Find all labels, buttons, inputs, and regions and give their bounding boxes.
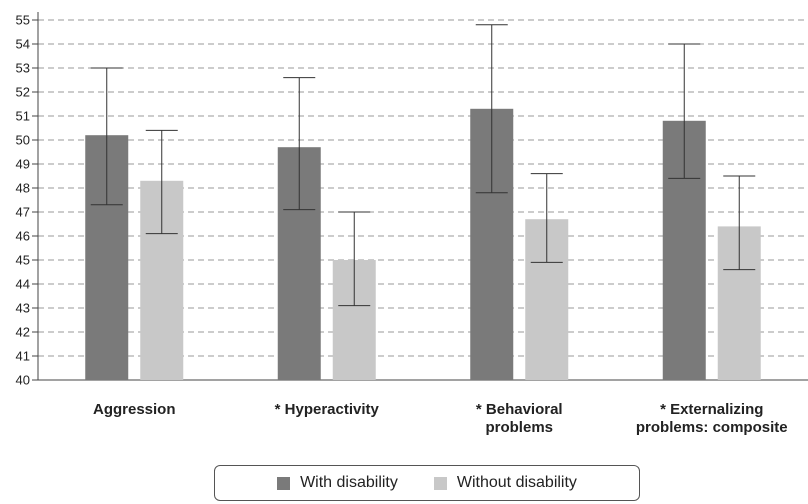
y-tick-label: 43: [16, 301, 30, 316]
legend-label-with-disability: With disability: [300, 474, 398, 491]
y-tick-label: 52: [16, 85, 30, 100]
y-tick-label: 47: [16, 205, 30, 220]
y-tick-label: 48: [16, 181, 30, 196]
y-axis: 40 41 42 43 44 45 46 47 48 49 50 51 52 53 54 55: [16, 12, 808, 388]
y-tick-label: 40: [16, 373, 30, 388]
y-tick-label: 50: [16, 133, 30, 148]
category-label: Aggression: [93, 401, 176, 418]
y-tick-label: 45: [16, 253, 30, 268]
category-label: * Behavioral problems: [476, 401, 563, 436]
y-tick-label: 46: [16, 229, 30, 244]
category-label-line: * Externalizing: [660, 401, 763, 418]
y-tick-label: 44: [16, 277, 30, 292]
legend-item-with-disability: With disability: [277, 474, 398, 492]
y-tick-label: 41: [16, 349, 30, 364]
y-tick-label: 55: [16, 13, 30, 28]
y-tick-label: 51: [16, 109, 30, 124]
legend-item-without-disability: Without disability: [433, 474, 577, 492]
category-label-line: problems: [485, 419, 553, 436]
category-labels: Aggression * Hyperactivity * Behavioral pro…: [93, 401, 788, 436]
legend-label-without-disability: Without disability: [456, 474, 577, 491]
legend: With disability Without disability: [214, 465, 640, 501]
y-tick-label: 49: [16, 157, 30, 172]
category-label-line: Aggression: [93, 401, 176, 418]
legend-swatch-without-disability: [433, 476, 447, 490]
y-tick-label: 53: [16, 61, 30, 76]
category-label: * Hyperactivity: [275, 401, 380, 418]
y-tick-label: 54: [16, 37, 30, 52]
category-label-line: * Behavioral: [476, 401, 563, 418]
error-bars: [90, 24, 756, 307]
chart: 40 41 42 43 44 45 46 47 48 49 50 51 52 53 54 55 Aggress…: [16, 12, 808, 436]
category-label-line: * Hyperactivity: [275, 401, 380, 418]
category-label: * Externalizing problems: composite: [636, 401, 788, 436]
y-tick-label: 42: [16, 325, 30, 340]
bars: [85, 108, 761, 381]
legend-swatch-with-disability: [277, 476, 291, 490]
category-label-line: problems: composite: [636, 419, 788, 436]
